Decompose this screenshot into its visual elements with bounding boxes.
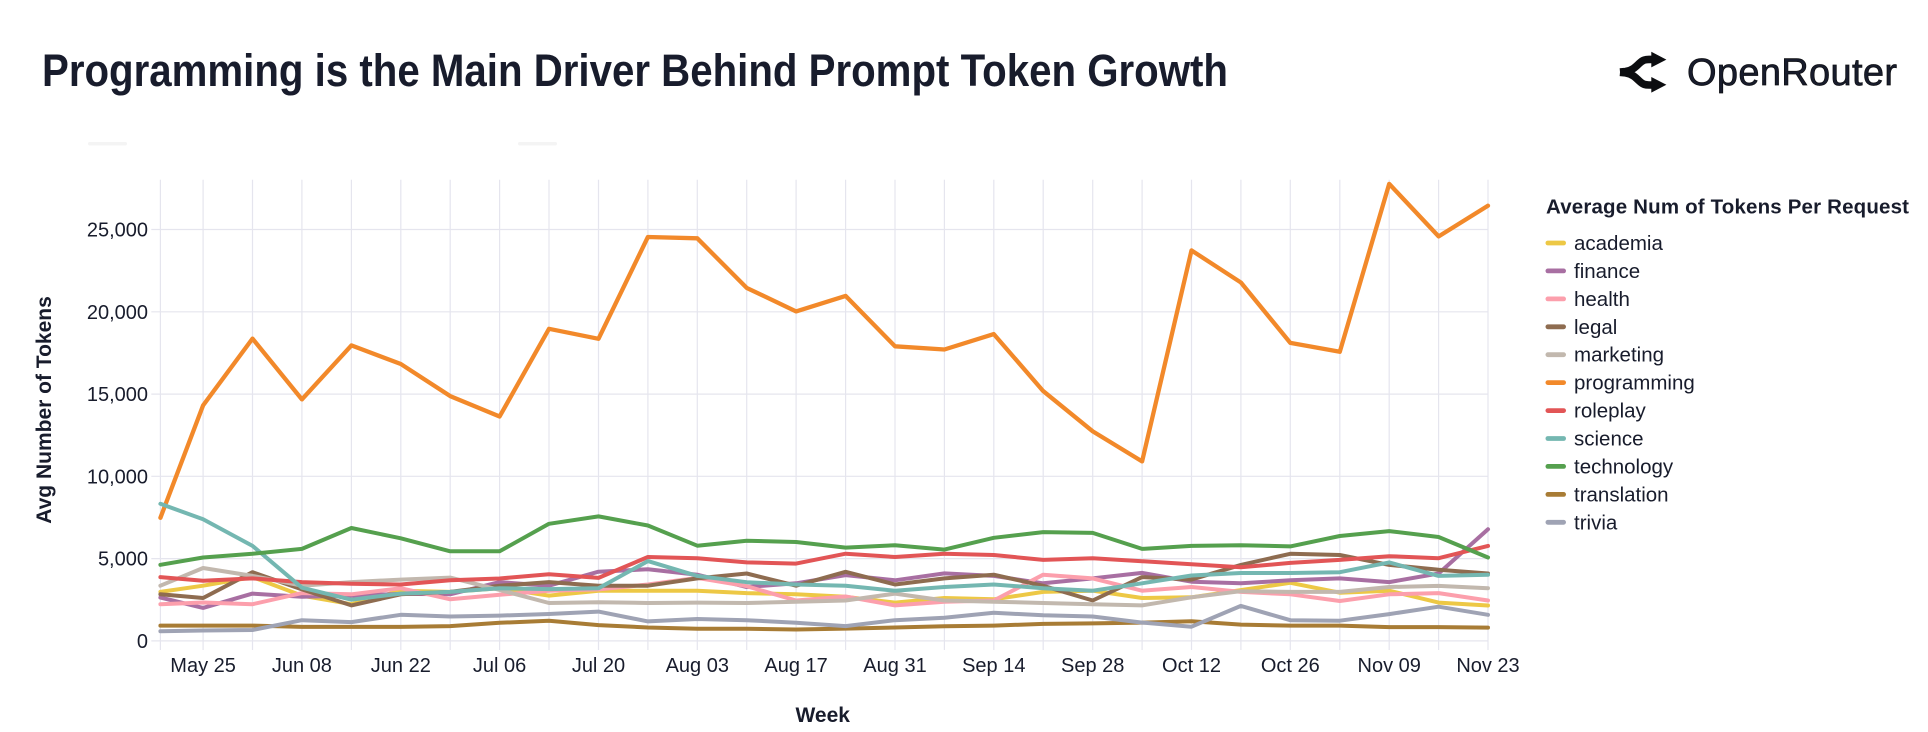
svg-text:legal: legal bbox=[1574, 316, 1617, 339]
svg-text:programming: programming bbox=[1574, 372, 1695, 395]
svg-text:20,000: 20,000 bbox=[87, 302, 148, 324]
svg-text:Avg Number of Tokens: Avg Number of Tokens bbox=[33, 296, 56, 524]
svg-text:Sep 14: Sep 14 bbox=[962, 655, 1025, 677]
svg-text:Nov 09: Nov 09 bbox=[1358, 655, 1421, 677]
svg-text:Week: Week bbox=[795, 704, 850, 727]
svg-text:Aug 17: Aug 17 bbox=[764, 655, 827, 677]
svg-text:translation: translation bbox=[1574, 483, 1669, 506]
svg-text:marketing: marketing bbox=[1574, 344, 1664, 367]
svg-text:Sep 28: Sep 28 bbox=[1061, 655, 1124, 677]
svg-text:Jul 06: Jul 06 bbox=[473, 655, 526, 677]
svg-text:OpenRouter: OpenRouter bbox=[1687, 52, 1897, 94]
svg-text:0: 0 bbox=[137, 631, 148, 653]
svg-text:Oct 26: Oct 26 bbox=[1261, 655, 1320, 677]
svg-text:trivia: trivia bbox=[1574, 511, 1618, 534]
svg-text:Aug 31: Aug 31 bbox=[863, 655, 926, 677]
svg-text:roleplay: roleplay bbox=[1574, 400, 1647, 423]
svg-text:10,000: 10,000 bbox=[87, 466, 148, 488]
svg-text:Average Num of Tokens Per Requ: Average Num of Tokens Per Request bbox=[1546, 196, 1909, 219]
svg-text:Aug 03: Aug 03 bbox=[666, 655, 729, 677]
svg-text:academia: academia bbox=[1574, 232, 1663, 255]
svg-text:technology: technology bbox=[1574, 455, 1674, 478]
svg-text:Programming is the Main Driver: Programming is the Main Driver Behind Pr… bbox=[42, 45, 1228, 96]
svg-text:health: health bbox=[1574, 288, 1630, 311]
svg-text:Oct 12: Oct 12 bbox=[1162, 655, 1221, 677]
svg-text:May 25: May 25 bbox=[170, 655, 236, 677]
svg-text:5,000: 5,000 bbox=[98, 549, 148, 571]
svg-text:Nov 23: Nov 23 bbox=[1456, 655, 1519, 677]
svg-text:science: science bbox=[1574, 428, 1644, 451]
svg-text:Jun 22: Jun 22 bbox=[371, 655, 431, 677]
svg-text:15,000: 15,000 bbox=[87, 384, 148, 406]
svg-text:Jun 08: Jun 08 bbox=[272, 655, 332, 677]
svg-text:25,000: 25,000 bbox=[87, 220, 148, 242]
svg-text:finance: finance bbox=[1574, 260, 1640, 283]
svg-text:Jul 20: Jul 20 bbox=[572, 655, 625, 677]
